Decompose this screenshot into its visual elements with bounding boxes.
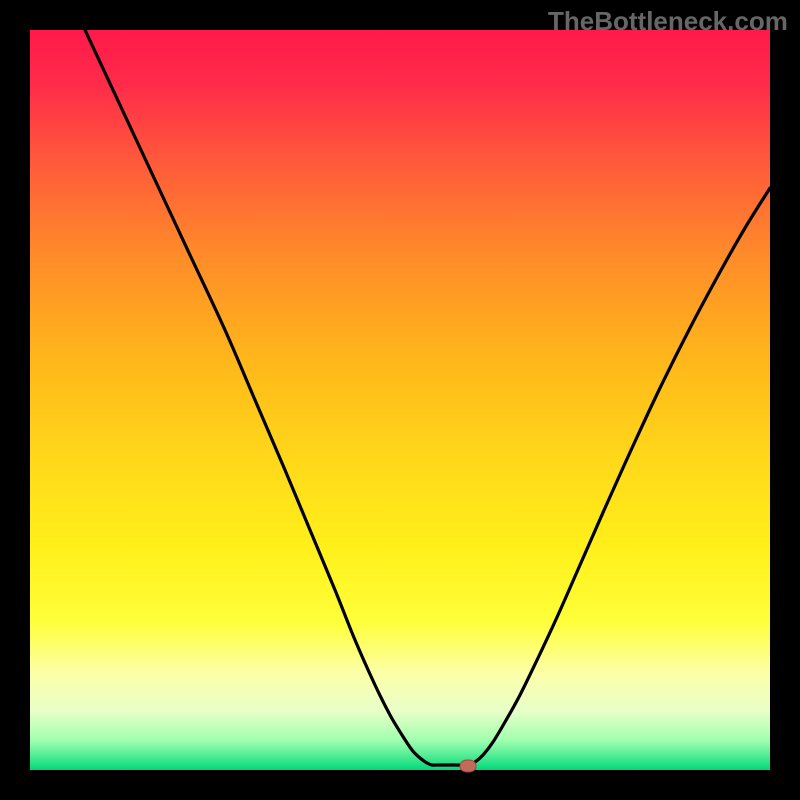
- plot-area: [30, 30, 770, 770]
- watermark-text: TheBottleneck.com: [548, 6, 788, 37]
- optimal-marker: [460, 760, 477, 773]
- curve-path: [85, 30, 770, 765]
- bottleneck-curve: [30, 30, 770, 770]
- chart-container: TheBottleneck.com: [0, 0, 800, 800]
